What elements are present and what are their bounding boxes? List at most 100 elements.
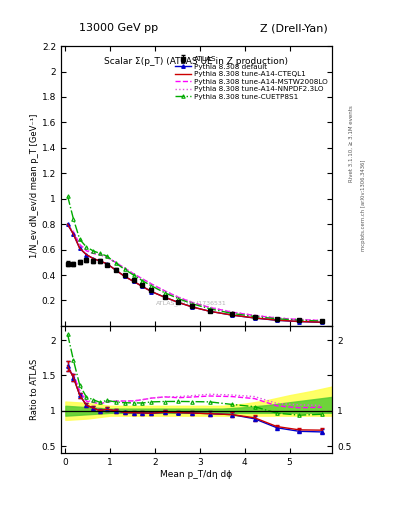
Pythia 8.308 tune-A14-NNPDF2.3LO [176,294,181,300]
Pythia 8.308 tune-A14-MSTW2008LO [252,312,257,318]
Pythia 8.308 tune-CUETP8S1 [297,317,302,323]
Pythia 8.308 default [189,304,194,310]
Pythia 8.308 tune-A14-NNPDF2.3LO [140,276,145,282]
Pythia 8.308 tune-CUETP8S1 [77,237,82,243]
Pythia 8.308 tune-CUETP8S1 [113,260,118,266]
Pythia 8.308 tune-A14-CTEQL1 [297,318,302,325]
Pythia 8.308 tune-CUETP8S1 [230,310,235,316]
Pythia 8.308 default [113,267,118,273]
Pythia 8.308 tune-CUETP8S1 [163,290,167,296]
Pythia 8.308 tune-CUETP8S1 [84,244,89,250]
Pythia 8.308 tune-A14-MSTW2008LO [208,305,212,311]
Pythia 8.308 tune-A14-NNPDF2.3LO [97,251,102,258]
Pythia 8.308 tune-A14-CTEQL1 [320,319,324,325]
Pythia 8.308 tune-A14-MSTW2008LO [91,250,95,257]
Pythia 8.308 tune-A14-MSTW2008LO [297,316,302,323]
Y-axis label: Ratio to ATLAS: Ratio to ATLAS [30,359,39,420]
Pythia 8.308 tune-A14-NNPDF2.3LO [252,312,257,318]
Pythia 8.308 tune-A14-CTEQL1 [140,284,145,290]
Pythia 8.308 tune-A14-CTEQL1 [252,315,257,321]
Pythia 8.308 default [320,319,324,326]
Pythia 8.308 tune-A14-CTEQL1 [104,261,109,267]
Text: Scalar Σ(p_T) (ATLAS UE in Z production): Scalar Σ(p_T) (ATLAS UE in Z production) [105,57,288,66]
Pythia 8.308 tune-A14-MSTW2008LO [122,265,127,271]
Pythia 8.308 default [297,318,302,325]
Pythia 8.308 tune-CUETP8S1 [208,306,212,312]
Pythia 8.308 tune-A14-CTEQL1 [189,304,194,310]
Pythia 8.308 tune-CUETP8S1 [71,216,76,222]
Line: Pythia 8.308 tune-CUETP8S1: Pythia 8.308 tune-CUETP8S1 [66,195,323,323]
Pythia 8.308 tune-A14-CTEQL1 [176,300,181,306]
Text: 13000 GeV pp: 13000 GeV pp [79,23,158,33]
Pythia 8.308 default [122,273,127,280]
Pythia 8.308 tune-A14-CTEQL1 [122,273,127,280]
Pythia 8.308 tune-CUETP8S1 [122,266,127,272]
Pythia 8.308 tune-A14-NNPDF2.3LO [320,317,324,324]
Pythia 8.308 tune-A14-CTEQL1 [208,308,212,314]
Pythia 8.308 default [163,294,167,301]
Pythia 8.308 tune-A14-MSTW2008LO [65,222,70,228]
Pythia 8.308 tune-A14-NNPDF2.3LO [230,309,235,315]
X-axis label: Mean p_T/dη dϕ: Mean p_T/dη dϕ [160,470,233,479]
Pythia 8.308 tune-CUETP8S1 [140,278,145,284]
Pythia 8.308 default [252,315,257,321]
Pythia 8.308 tune-A14-CTEQL1 [275,317,279,323]
Pythia 8.308 tune-A14-MSTW2008LO [149,281,154,287]
Pythia 8.308 tune-A14-NNPDF2.3LO [113,259,118,265]
Text: Rivet 3.1.10, ≥ 3.1M events: Rivet 3.1.10, ≥ 3.1M events [349,105,354,182]
Pythia 8.308 tune-CUETP8S1 [131,272,136,278]
Pythia 8.308 tune-A14-CTEQL1 [65,221,70,227]
Pythia 8.308 tune-A14-MSTW2008LO [97,251,102,258]
Pythia 8.308 tune-CUETP8S1 [275,316,279,322]
Pythia 8.308 tune-A14-NNPDF2.3LO [77,242,82,248]
Pythia 8.308 tune-A14-CTEQL1 [113,267,118,273]
Pythia 8.308 tune-A14-MSTW2008LO [176,294,181,301]
Pythia 8.308 default [104,261,109,267]
Pythia 8.308 default [230,312,235,318]
Pythia 8.308 tune-A14-CTEQL1 [84,251,89,258]
Pythia 8.308 tune-CUETP8S1 [320,318,324,324]
Pythia 8.308 default [65,221,70,227]
Pythia 8.308 default [149,288,154,294]
Text: mcplots.cern.ch [arXiv:1306.3436]: mcplots.cern.ch [arXiv:1306.3436] [361,159,366,250]
Pythia 8.308 tune-A14-MSTW2008LO [163,288,167,294]
Pythia 8.308 tune-A14-CTEQL1 [91,255,95,262]
Pythia 8.308 tune-A14-CTEQL1 [97,258,102,264]
Pythia 8.308 tune-A14-NNPDF2.3LO [122,265,127,271]
Pythia 8.308 tune-A14-NNPDF2.3LO [297,316,302,323]
Pythia 8.308 tune-A14-NNPDF2.3LO [189,299,194,305]
Pythia 8.308 tune-A14-MSTW2008LO [230,309,235,315]
Pythia 8.308 tune-A14-NNPDF2.3LO [65,222,70,228]
Pythia 8.308 tune-CUETP8S1 [252,313,257,319]
Pythia 8.308 tune-A14-MSTW2008LO [140,276,145,282]
Pythia 8.308 default [131,279,136,285]
Pythia 8.308 tune-A14-NNPDF2.3LO [275,315,279,321]
Pythia 8.308 tune-A14-CTEQL1 [149,288,154,294]
Pythia 8.308 tune-CUETP8S1 [176,295,181,302]
Pythia 8.308 tune-CUETP8S1 [65,193,70,199]
Pythia 8.308 default [77,245,82,251]
Pythia 8.308 default [71,231,76,238]
Pythia 8.308 default [208,308,212,314]
Pythia 8.308 tune-A14-CTEQL1 [230,312,235,318]
Pythia 8.308 tune-A14-NNPDF2.3LO [91,250,95,257]
Pythia 8.308 tune-CUETP8S1 [149,283,154,289]
Pythia 8.308 default [140,284,145,290]
Pythia 8.308 tune-A14-MSTW2008LO [131,271,136,277]
Line: Pythia 8.308 tune-A14-MSTW2008LO: Pythia 8.308 tune-A14-MSTW2008LO [68,225,322,321]
Pythia 8.308 default [91,255,95,262]
Pythia 8.308 tune-A14-NNPDF2.3LO [84,247,89,253]
Pythia 8.308 tune-A14-MSTW2008LO [71,229,76,235]
Pythia 8.308 default [97,258,102,264]
Pythia 8.308 tune-CUETP8S1 [104,253,109,259]
Pythia 8.308 default [275,317,279,324]
Pythia 8.308 tune-A14-NNPDF2.3LO [71,229,76,235]
Pythia 8.308 tune-A14-NNPDF2.3LO [149,281,154,287]
Pythia 8.308 tune-A14-CTEQL1 [77,245,82,251]
Pythia 8.308 tune-CUETP8S1 [189,301,194,307]
Pythia 8.308 tune-A14-CTEQL1 [131,279,136,285]
Pythia 8.308 tune-A14-MSTW2008LO [104,254,109,260]
Text: ATLAS_2019_I1736531: ATLAS_2019_I1736531 [156,301,226,306]
Line: Pythia 8.308 tune-A14-CTEQL1: Pythia 8.308 tune-A14-CTEQL1 [68,224,322,322]
Pythia 8.308 tune-A14-NNPDF2.3LO [208,304,212,310]
